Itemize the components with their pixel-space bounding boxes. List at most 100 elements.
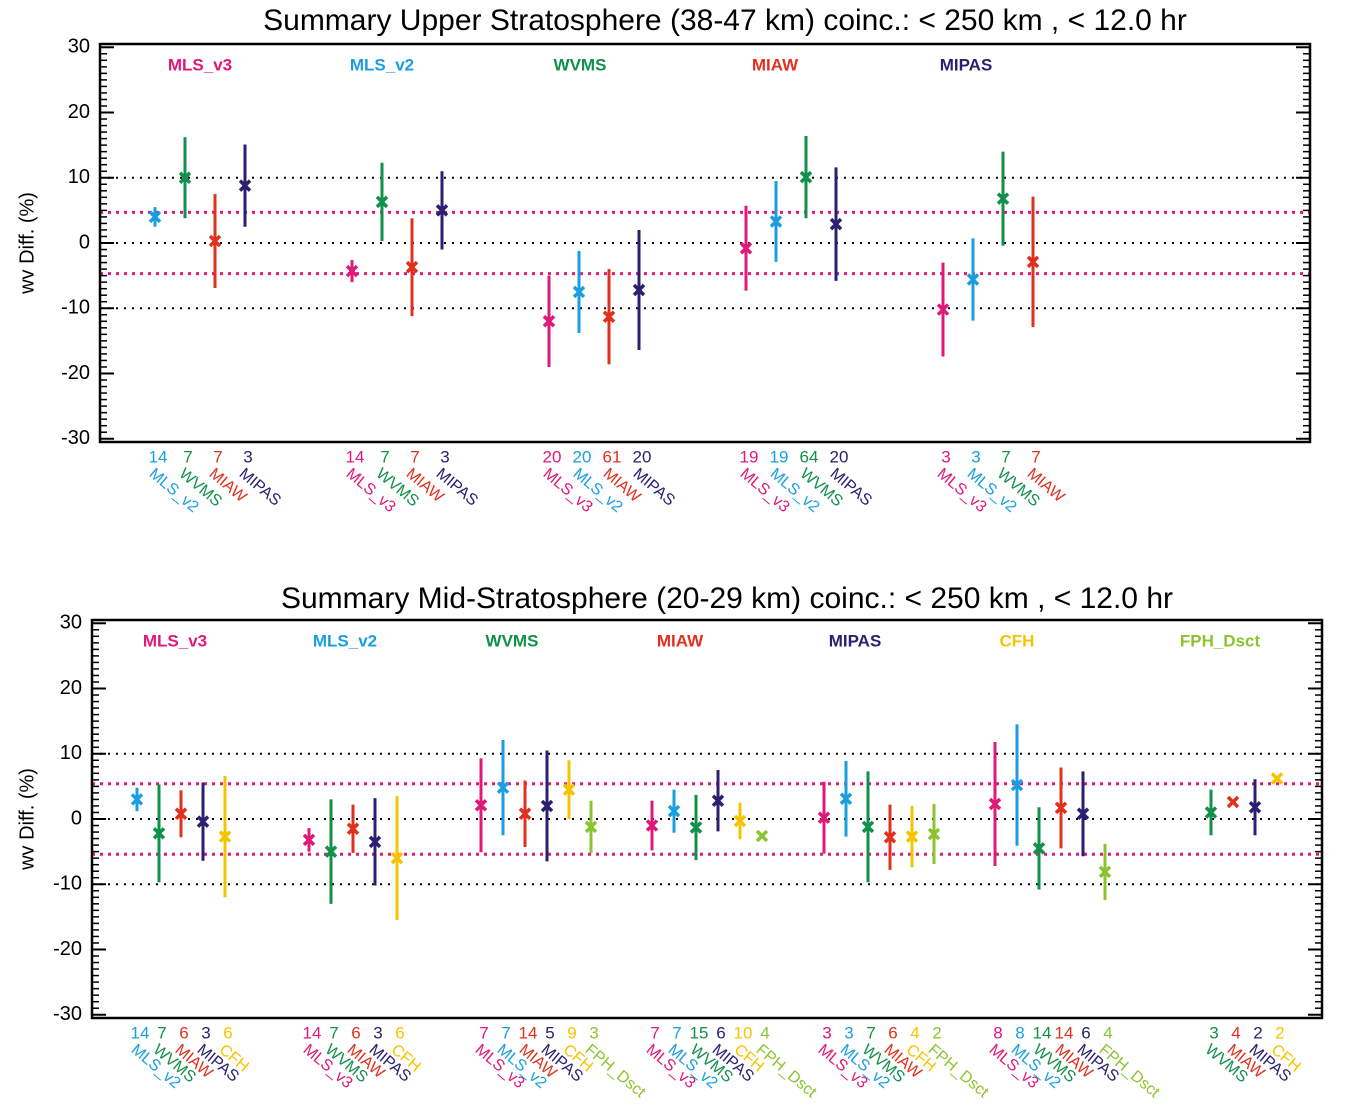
count-label: 3 xyxy=(1209,1023,1218,1042)
marker xyxy=(1054,801,1068,815)
count-label: 3 xyxy=(201,1023,210,1042)
marker xyxy=(302,833,316,847)
y-tick-label: -30 xyxy=(61,427,90,449)
count-label: 7 xyxy=(410,447,419,466)
marker xyxy=(368,835,382,849)
count-label: 7 xyxy=(213,447,222,466)
count-label: 8 xyxy=(993,1023,1002,1042)
count-label: 7 xyxy=(479,1023,488,1042)
marker xyxy=(518,807,532,821)
count-label: 7 xyxy=(1031,447,1040,466)
marker xyxy=(390,851,404,865)
count-label: 6 xyxy=(716,1023,725,1042)
count-label: 3 xyxy=(373,1023,382,1042)
count-label: 6 xyxy=(888,1023,897,1042)
count-label: 3 xyxy=(243,447,252,466)
marker xyxy=(602,310,616,323)
marker xyxy=(435,204,449,217)
chart-title: Summary Upper Stratosphere (38-47 km) co… xyxy=(263,4,1187,37)
marker xyxy=(148,210,162,224)
count-label: 14 xyxy=(1055,1023,1074,1042)
count-label: 14 xyxy=(346,447,365,466)
count-label: 4 xyxy=(910,1023,919,1042)
plot-frame xyxy=(98,42,1312,444)
count-label: 3 xyxy=(822,1023,831,1042)
count-label: 14 xyxy=(303,1023,322,1042)
count-label: 6 xyxy=(351,1023,360,1042)
count-label: 14 xyxy=(149,447,168,466)
marker xyxy=(1270,772,1284,785)
y-tick-label: 0 xyxy=(79,231,90,253)
count-label: 4 xyxy=(1103,1023,1112,1042)
group-label: FPH_Dsct xyxy=(1180,631,1261,650)
count-label: 20 xyxy=(573,447,592,466)
group-label: MIPAS xyxy=(829,631,882,650)
marker xyxy=(1226,795,1240,809)
count-label: 2 xyxy=(932,1023,941,1042)
y-tick-label: -20 xyxy=(61,362,90,384)
count-label: 15 xyxy=(690,1023,709,1042)
y-tick-label: -10 xyxy=(53,873,82,895)
count-label: 3 xyxy=(844,1023,853,1042)
marker xyxy=(861,820,875,834)
marker xyxy=(883,831,897,844)
marker xyxy=(755,829,769,843)
count-label: 64 xyxy=(800,447,819,466)
count-label: 5 xyxy=(545,1023,554,1042)
count-label: 3 xyxy=(589,1023,598,1042)
marker xyxy=(474,799,488,812)
marker xyxy=(208,234,222,248)
marker xyxy=(988,797,1002,811)
count-label: 14 xyxy=(1033,1023,1052,1042)
group-label: CFH xyxy=(1000,631,1035,650)
count-label: 7 xyxy=(329,1023,338,1042)
marker xyxy=(405,260,419,274)
group-label: MLS_v3 xyxy=(143,631,207,650)
group-label: MLS_v3 xyxy=(168,55,232,74)
count-label: 3 xyxy=(941,447,950,466)
count-label: 14 xyxy=(131,1023,150,1042)
count-label: 14 xyxy=(519,1023,538,1042)
marker xyxy=(152,827,166,840)
marker xyxy=(238,179,252,192)
member-label: FPH_Dsct xyxy=(753,1041,820,1101)
count-label: 4 xyxy=(760,1023,769,1042)
marker xyxy=(966,273,980,286)
count-label: 2 xyxy=(1275,1023,1284,1042)
y-tick-label: 10 xyxy=(68,166,90,188)
marker xyxy=(1098,865,1112,879)
group-label: MIAW xyxy=(657,631,704,650)
marker xyxy=(1026,255,1040,269)
group-label: WVMS xyxy=(486,631,539,650)
marker xyxy=(645,819,659,832)
member-label: FPH_Dsct xyxy=(925,1041,992,1101)
y-tick-label: 30 xyxy=(60,612,82,634)
marker xyxy=(667,804,681,818)
count-label: 6 xyxy=(223,1023,232,1042)
marker xyxy=(196,815,210,828)
y-tick-label: -20 xyxy=(53,938,82,960)
count-label: 61 xyxy=(603,447,622,466)
chart-title: Summary Mid-Stratosphere (20-29 km) coin… xyxy=(281,582,1173,615)
marker xyxy=(817,811,831,824)
marker xyxy=(345,264,359,278)
marker xyxy=(572,285,586,299)
count-label: 2 xyxy=(1253,1023,1262,1042)
count-label: 7 xyxy=(501,1023,510,1042)
y-tick-label: 30 xyxy=(68,36,90,58)
marker xyxy=(346,822,360,836)
marker xyxy=(996,192,1010,205)
y-tick-label: 0 xyxy=(71,807,82,829)
group-label: WVMS xyxy=(554,55,607,74)
count-label: 7 xyxy=(157,1023,166,1042)
marker xyxy=(1248,801,1262,814)
marker xyxy=(178,171,192,184)
y-tick-label: -30 xyxy=(53,1003,82,1025)
marker xyxy=(839,792,853,806)
count-label: 20 xyxy=(633,447,652,466)
count-label: 7 xyxy=(1001,447,1010,466)
marker xyxy=(584,820,598,834)
y-axis-label: wv Diff. (%) xyxy=(16,192,38,295)
